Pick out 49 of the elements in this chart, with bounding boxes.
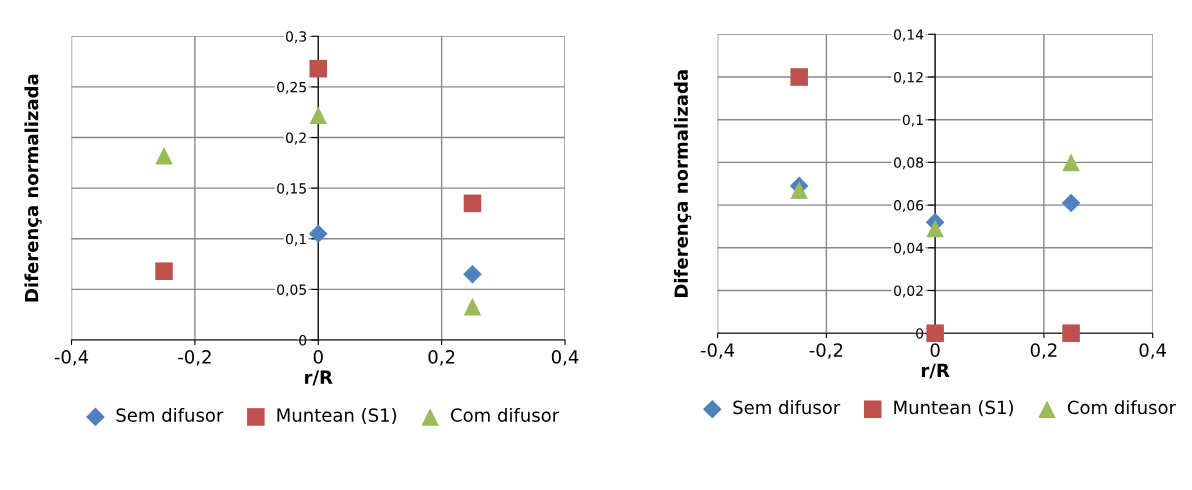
point (790, 181, 808, 199)
y-tick-label: 0,1 (902, 114, 923, 127)
legend-label: Sem difusor (116, 407, 224, 422)
legend-label: Com difusor (451, 407, 560, 422)
y-tick-label: 0,06 (894, 200, 924, 212)
y-tick-label: 0,1 (285, 233, 306, 246)
x-tick-label: 0 (930, 343, 940, 357)
y-tick-label: 0,15 (277, 183, 306, 196)
y-tick-label: 0,25 (277, 81, 306, 94)
point (463, 297, 482, 316)
y-tick-label: 0,14 (894, 29, 924, 42)
y-tick-label: 0 (299, 335, 307, 346)
point (1062, 324, 1080, 342)
point (790, 68, 808, 86)
y-tick-label: 0,04 (894, 242, 924, 255)
point (463, 194, 482, 213)
point (463, 264, 482, 284)
x-tick-label: -0,2 (809, 343, 843, 359)
x-tick-label: 0,4 (1139, 343, 1167, 359)
point (308, 224, 328, 244)
y-tick-label: 0,08 (894, 157, 924, 170)
x-tick-label: -0,4 (54, 350, 89, 366)
legend-label: Com difusor (1067, 400, 1177, 415)
point (1061, 193, 1081, 213)
x-tick-label: -0,4 (700, 343, 735, 359)
y-tick-label: 0,02 (894, 285, 923, 298)
x-tick-label: 0,2 (428, 350, 455, 366)
y-tick-label: 0,12 (894, 71, 923, 84)
x-tick-label: 0,4 (551, 350, 579, 366)
legend-label: Sem difusor (733, 400, 841, 415)
x-tick-label: 0,2 (1030, 343, 1057, 359)
point (155, 146, 173, 165)
point (926, 324, 944, 342)
y-axis-title: Diferença normalizada (24, 74, 42, 302)
point (926, 219, 944, 238)
x-axis-title: r/R (921, 363, 950, 379)
y-tick-label: 0,2 (285, 132, 306, 145)
x-axis-title: r/R (305, 370, 333, 386)
y-axis-title: Diferença normalizada (674, 70, 692, 297)
y-tick-label: 0,3 (285, 31, 307, 44)
legend-label: Muntean (S1) (894, 400, 1013, 417)
point (155, 262, 173, 280)
point (309, 59, 328, 78)
y-tick-label: 0,05 (277, 284, 306, 297)
point (1062, 153, 1080, 172)
x-tick-label: 0 (313, 350, 323, 364)
point (309, 106, 328, 125)
legend-label: Muntean (S1) (277, 407, 397, 425)
x-tick-label: -0,2 (178, 350, 211, 366)
